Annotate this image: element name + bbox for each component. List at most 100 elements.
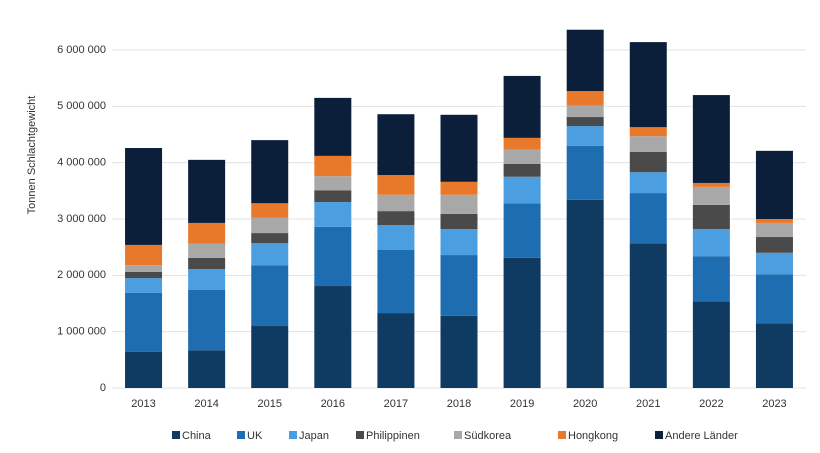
bar-segment (692, 301, 730, 388)
bar-segment (629, 172, 667, 194)
bar-segment (188, 222, 226, 244)
bar-segment (503, 137, 541, 150)
bar-segment (440, 255, 478, 316)
bar-segment (692, 95, 730, 183)
legend-swatch (558, 431, 566, 439)
bar-segment (251, 140, 289, 204)
bar-segment (188, 350, 226, 388)
bar-segment (314, 97, 352, 156)
legend-label: Andere Länder (665, 430, 738, 442)
bar-segment (314, 155, 352, 177)
legend-swatch (356, 431, 364, 439)
x-tick-label: 2016 (321, 398, 345, 410)
bar-segment (440, 229, 478, 256)
x-tick-label: 2022 (699, 398, 723, 410)
bar-segment (314, 190, 352, 203)
bar-segment (251, 203, 289, 218)
bar-segment (440, 213, 478, 230)
bar-segment (566, 29, 604, 92)
y-axis-label: Tonnen Schlachtgewicht (26, 96, 38, 215)
bar-segment (377, 249, 415, 314)
bar-segment (566, 145, 604, 200)
bar-segment (692, 186, 730, 205)
bar-segment (692, 256, 730, 302)
bar-segment (755, 252, 793, 275)
x-tick-label: 2021 (636, 398, 660, 410)
bar-segment (692, 229, 730, 257)
bar-segment (629, 243, 667, 388)
bar-segment (125, 244, 163, 266)
legend-label: Philippinen (366, 430, 420, 442)
legend-swatch (289, 431, 297, 439)
x-tick-label: 2013 (131, 398, 155, 410)
bar-segment (188, 159, 226, 223)
bar-segment (503, 176, 541, 204)
bar-segment (377, 225, 415, 250)
legend-label: China (182, 430, 212, 442)
bar-segment (566, 105, 604, 118)
bar-segment (188, 243, 226, 258)
x-tick-label: 2014 (194, 398, 218, 410)
legend-swatch (655, 431, 663, 439)
x-tick-label: 2017 (384, 398, 408, 410)
y-tick-label: 4 000 000 (57, 157, 106, 169)
bar-segment (188, 257, 226, 270)
bar-segment (188, 289, 226, 351)
bar-segment (314, 176, 352, 191)
bar-segment (314, 226, 352, 287)
bar-segment (314, 286, 352, 388)
bar-segment (692, 204, 730, 230)
bar-segment (125, 265, 163, 272)
bar-segment (629, 151, 667, 173)
bar-segment (566, 91, 604, 106)
y-tick-label: 3 000 000 (57, 213, 106, 225)
bar-segment (251, 243, 289, 266)
bar-segment (440, 194, 478, 214)
bar-segment (251, 326, 289, 388)
bar-segment (503, 257, 541, 388)
x-tick-label: 2020 (573, 398, 597, 410)
bar-segment (377, 211, 415, 226)
bar-segment (314, 202, 352, 227)
bar-segment (629, 42, 667, 128)
bar-segment (440, 181, 478, 195)
y-tick-label: 6 000 000 (57, 44, 106, 56)
legend-swatch (454, 431, 462, 439)
bar-segment (125, 278, 163, 293)
bar-segment (125, 292, 163, 352)
x-tick-label: 2019 (510, 398, 534, 410)
bar-segment (440, 114, 478, 182)
bar-segment (251, 233, 289, 244)
legend-swatch (172, 431, 180, 439)
bar-segment (629, 127, 667, 137)
bar-segment (125, 351, 163, 388)
bar-segment (692, 182, 730, 187)
bar-segment (755, 219, 793, 223)
bar-segment (503, 163, 541, 177)
bar-segment (503, 149, 541, 164)
bar-segment (755, 222, 793, 238)
bar-segment (377, 194, 415, 212)
legend-swatch (237, 431, 245, 439)
bar-segment (440, 315, 478, 388)
bar-segment (377, 313, 415, 388)
bar-segment (503, 75, 541, 138)
bar-segment (377, 175, 415, 195)
bar-segment (629, 136, 667, 152)
y-tick-label: 0 (100, 382, 106, 394)
bar-segment (251, 217, 289, 234)
bar-segment (566, 126, 604, 146)
bar-segment (755, 274, 793, 324)
legend-label: Hongkong (568, 430, 618, 442)
bar-segment (188, 269, 226, 290)
bar-segment (566, 117, 604, 127)
bar-segment (755, 150, 793, 219)
bar-segment (629, 193, 667, 244)
legend-label: Südkorea (464, 430, 512, 442)
bar-segment (755, 237, 793, 253)
bar-segment (566, 199, 604, 388)
bar-segment (251, 265, 289, 327)
x-tick-label: 2015 (257, 398, 281, 410)
bar-segment (377, 114, 415, 176)
